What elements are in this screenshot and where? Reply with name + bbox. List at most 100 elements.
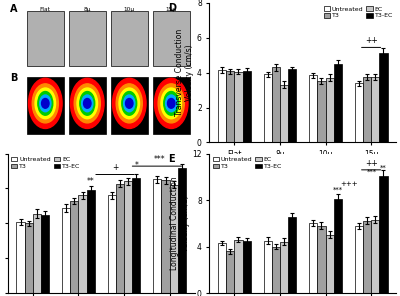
Bar: [108, 195, 116, 293]
Text: +++: +++: [340, 181, 358, 187]
Bar: [41, 215, 49, 293]
Bar: [87, 190, 95, 293]
Legend: Untreated, T3, EC, T3-EC: Untreated, T3, EC, T3-EC: [210, 154, 284, 172]
Bar: [33, 213, 41, 293]
Bar: [363, 221, 371, 293]
Bar: [178, 168, 186, 293]
Bar: [334, 199, 342, 293]
Bar: [363, 77, 371, 142]
Bar: [272, 247, 280, 293]
Bar: [326, 78, 334, 142]
Bar: [264, 241, 272, 293]
FancyBboxPatch shape: [110, 77, 148, 134]
Bar: [309, 223, 317, 293]
Bar: [317, 81, 326, 142]
Bar: [16, 222, 25, 293]
Bar: [78, 195, 87, 293]
Bar: [242, 241, 251, 293]
Bar: [162, 180, 170, 293]
Ellipse shape: [112, 78, 146, 128]
Ellipse shape: [168, 99, 175, 108]
Bar: [218, 243, 226, 293]
Ellipse shape: [35, 88, 56, 119]
Bar: [309, 75, 317, 142]
Text: E: E: [168, 154, 175, 164]
Bar: [234, 72, 242, 142]
Y-axis label: Transverse Conduction
Velocity (cm/s): Transverse Conduction Velocity (cm/s): [175, 29, 194, 116]
Ellipse shape: [28, 78, 62, 128]
Bar: [288, 218, 296, 293]
Ellipse shape: [70, 78, 104, 128]
Bar: [371, 220, 379, 293]
Ellipse shape: [77, 88, 98, 119]
Text: ++: ++: [365, 36, 378, 45]
Ellipse shape: [80, 91, 95, 115]
FancyBboxPatch shape: [152, 77, 190, 134]
FancyBboxPatch shape: [110, 11, 148, 66]
Ellipse shape: [32, 84, 58, 123]
Text: B: B: [10, 73, 17, 83]
Legend: Untreated, T3, EC, T3-EC: Untreated, T3, EC, T3-EC: [9, 154, 83, 172]
Bar: [355, 226, 363, 293]
Text: 15µ: 15µ: [166, 7, 177, 12]
Bar: [272, 67, 280, 142]
Ellipse shape: [82, 95, 93, 112]
Text: A: A: [10, 4, 17, 14]
Ellipse shape: [158, 84, 184, 123]
Ellipse shape: [166, 95, 177, 112]
Bar: [379, 176, 388, 293]
Bar: [264, 74, 272, 142]
Bar: [288, 69, 296, 142]
FancyBboxPatch shape: [152, 11, 190, 66]
FancyBboxPatch shape: [69, 77, 106, 134]
Bar: [334, 64, 342, 142]
Ellipse shape: [126, 99, 133, 108]
Text: ++: ++: [365, 159, 378, 168]
Ellipse shape: [119, 88, 140, 119]
FancyBboxPatch shape: [27, 77, 64, 134]
Bar: [280, 85, 288, 142]
Bar: [25, 223, 33, 293]
Bar: [70, 201, 78, 293]
Bar: [153, 179, 162, 293]
Ellipse shape: [161, 88, 182, 119]
Bar: [234, 239, 242, 293]
Text: Flat: Flat: [40, 7, 51, 12]
Text: ***: ***: [333, 187, 343, 193]
Bar: [132, 178, 140, 293]
Ellipse shape: [124, 95, 135, 112]
Bar: [242, 71, 251, 142]
Bar: [116, 184, 124, 293]
Bar: [326, 235, 334, 293]
Ellipse shape: [38, 91, 53, 115]
FancyBboxPatch shape: [27, 11, 64, 66]
Text: ***: ***: [153, 155, 165, 164]
Bar: [226, 251, 234, 293]
Text: 10µ: 10µ: [124, 7, 135, 12]
Ellipse shape: [164, 91, 179, 115]
Bar: [371, 77, 379, 142]
Text: *: *: [134, 161, 138, 170]
Text: **: **: [87, 177, 95, 186]
Legend: Untreated, T3, EC, T3-EC: Untreated, T3, EC, T3-EC: [321, 4, 395, 21]
Text: 8µ: 8µ: [84, 7, 91, 12]
Ellipse shape: [116, 84, 142, 123]
Ellipse shape: [84, 99, 91, 108]
Bar: [62, 208, 70, 293]
Bar: [218, 70, 226, 142]
Bar: [124, 181, 132, 293]
Ellipse shape: [122, 91, 137, 115]
Text: ***: ***: [367, 168, 377, 175]
Bar: [317, 226, 326, 293]
Bar: [226, 71, 234, 142]
Text: **: **: [380, 165, 387, 170]
Ellipse shape: [42, 99, 49, 108]
Text: D: D: [168, 3, 176, 13]
Ellipse shape: [74, 84, 100, 123]
Text: +: +: [112, 163, 118, 172]
Bar: [355, 83, 363, 142]
FancyBboxPatch shape: [69, 11, 106, 66]
Ellipse shape: [40, 95, 51, 112]
Bar: [170, 185, 178, 293]
Ellipse shape: [154, 78, 188, 128]
